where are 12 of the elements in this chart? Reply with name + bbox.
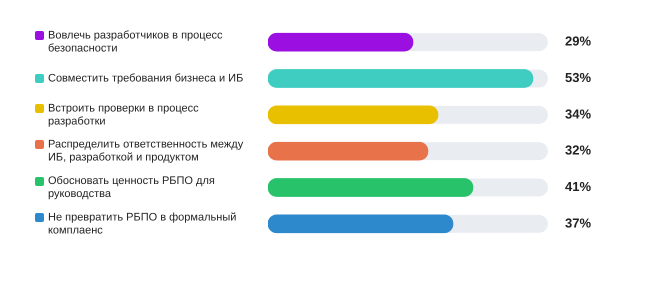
data-label: 34% bbox=[565, 106, 592, 122]
y-tick-label: Совместить требования бизнеса и ИБ bbox=[48, 72, 244, 85]
data-label: 32% bbox=[565, 142, 592, 158]
y-tick-label: Встроить проверки в процесс разработки bbox=[48, 102, 200, 128]
y-tick-label: Обосновать ценность РБПО для руководства bbox=[48, 175, 215, 200]
y-tick-label: Распределить ответственность между ИБ, разработкой и продуктом bbox=[48, 138, 244, 164]
data-label: 37% bbox=[565, 215, 592, 230]
y-tick-label: Вовлечь разработчиков в процесс безопасности bbox=[48, 30, 224, 55]
data-label: 29% bbox=[565, 34, 592, 49]
data-label: 41% bbox=[565, 179, 592, 194]
data-label: 53% bbox=[565, 70, 592, 86]
y-tick-label: Не превратить РБПО в формальный комплаенс bbox=[48, 211, 236, 236]
